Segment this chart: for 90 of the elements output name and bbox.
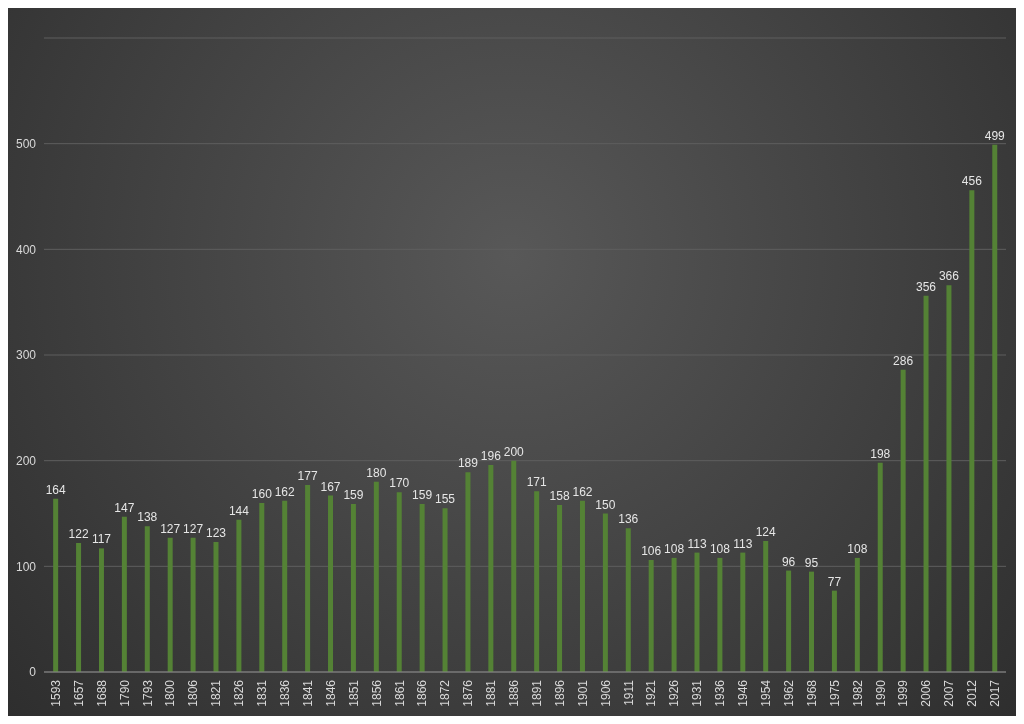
x-tick-label: 1891 bbox=[529, 679, 544, 707]
x-tick-label: 1999 bbox=[896, 679, 911, 707]
data-label: 170 bbox=[389, 476, 410, 491]
x-tick-label: 1841 bbox=[300, 679, 315, 707]
x-tick-label: 1846 bbox=[323, 679, 338, 707]
x-tick-label: 1831 bbox=[255, 679, 270, 707]
data-label: 117 bbox=[91, 532, 112, 547]
data-label: 96 bbox=[781, 554, 796, 569]
x-tick-label: 1962 bbox=[781, 679, 796, 707]
data-label: 196 bbox=[480, 448, 502, 463]
data-label: 77 bbox=[827, 574, 842, 589]
data-label: 108 bbox=[709, 541, 731, 556]
data-label: 127 bbox=[183, 521, 204, 536]
x-tick-label: 1826 bbox=[232, 679, 247, 707]
data-label: 144 bbox=[228, 503, 250, 518]
data-label: 106 bbox=[641, 543, 662, 558]
x-tick-label: 1881 bbox=[484, 679, 499, 707]
data-label: 158 bbox=[549, 489, 570, 504]
x-tick-label: 1886 bbox=[507, 679, 522, 707]
x-tick-label: 1593 bbox=[48, 679, 63, 707]
data-label: 366 bbox=[938, 269, 960, 284]
x-tick-label: 1990 bbox=[873, 679, 888, 707]
x-tick-label: 2007 bbox=[942, 679, 957, 707]
data-label: 167 bbox=[320, 479, 341, 494]
data-label: 162 bbox=[274, 484, 296, 499]
data-label: 147 bbox=[114, 500, 135, 515]
data-label: 160 bbox=[251, 486, 273, 501]
data-label: 499 bbox=[984, 128, 1006, 143]
x-tick-label: 1931 bbox=[690, 679, 705, 707]
data-label: 189 bbox=[457, 456, 479, 471]
data-label: 108 bbox=[664, 541, 685, 556]
data-label: 171 bbox=[526, 475, 547, 490]
x-tick-label: 2006 bbox=[919, 679, 934, 707]
x-tick-label: 1921 bbox=[644, 679, 659, 707]
y-tick-label: 500 bbox=[15, 136, 37, 151]
y-tick-label: 300 bbox=[15, 348, 37, 363]
data-label: 127 bbox=[160, 521, 181, 536]
x-tick-label: 1946 bbox=[736, 679, 751, 707]
data-label: 456 bbox=[961, 174, 983, 189]
data-label: 159 bbox=[412, 487, 433, 502]
x-tick-label: 2012 bbox=[965, 679, 980, 707]
x-tick-label: 1982 bbox=[850, 679, 865, 707]
x-tick-label: 1936 bbox=[713, 679, 728, 707]
x-tick-label: 1793 bbox=[140, 679, 155, 707]
data-label: 113 bbox=[687, 536, 707, 551]
data-label: 356 bbox=[916, 279, 937, 294]
data-label: 150 bbox=[595, 497, 616, 512]
x-tick-label: 1968 bbox=[804, 679, 819, 707]
data-label: 198 bbox=[870, 446, 891, 461]
x-tick-label: 1866 bbox=[415, 679, 430, 707]
y-tick-label: 0 bbox=[29, 665, 37, 680]
x-tick-label: 1806 bbox=[186, 679, 201, 707]
x-tick-label: 1926 bbox=[667, 679, 682, 707]
x-tick-label: 1800 bbox=[163, 679, 178, 707]
x-tick-label: 1896 bbox=[552, 679, 567, 707]
data-label: 108 bbox=[847, 541, 868, 556]
x-tick-label: 1954 bbox=[759, 679, 774, 707]
data-label: 155 bbox=[435, 492, 456, 507]
x-tick-label: 1975 bbox=[827, 679, 842, 707]
x-tick-label: 1790 bbox=[117, 679, 132, 707]
y-tick-label: 200 bbox=[15, 453, 37, 468]
x-tick-label: 1872 bbox=[438, 679, 453, 707]
data-label: 162 bbox=[572, 484, 593, 499]
data-label: 95 bbox=[804, 555, 819, 570]
data-label: 177 bbox=[297, 468, 318, 483]
x-tick-label: 1911 bbox=[621, 679, 636, 706]
data-label: 286 bbox=[893, 353, 914, 368]
x-tick-label: 1861 bbox=[392, 679, 407, 707]
data-label: 200 bbox=[503, 444, 525, 459]
data-label: 180 bbox=[366, 465, 387, 480]
x-tick-label: 1876 bbox=[461, 679, 476, 707]
y-tick-label: 100 bbox=[15, 559, 37, 574]
x-tick-label: 1856 bbox=[369, 679, 384, 707]
data-label: 122 bbox=[68, 527, 89, 542]
x-tick-label: 1906 bbox=[598, 679, 613, 707]
x-tick-label: 1836 bbox=[278, 679, 293, 707]
data-label: 124 bbox=[755, 524, 777, 539]
data-label: 138 bbox=[137, 510, 158, 525]
x-tick-label: 1688 bbox=[94, 679, 109, 707]
data-label: 136 bbox=[618, 512, 639, 527]
data-label: 159 bbox=[343, 487, 364, 502]
x-tick-label: 2017 bbox=[988, 679, 1003, 707]
x-tick-label: 1657 bbox=[71, 679, 86, 707]
data-label: 113 bbox=[733, 536, 753, 551]
x-tick-label: 1821 bbox=[209, 679, 224, 707]
y-tick-label: 400 bbox=[15, 242, 37, 257]
data-label: 164 bbox=[45, 482, 66, 497]
data-label: 123 bbox=[205, 526, 227, 541]
x-tick-label: 1901 bbox=[575, 679, 590, 707]
x-tick-label: 1851 bbox=[346, 679, 361, 707]
